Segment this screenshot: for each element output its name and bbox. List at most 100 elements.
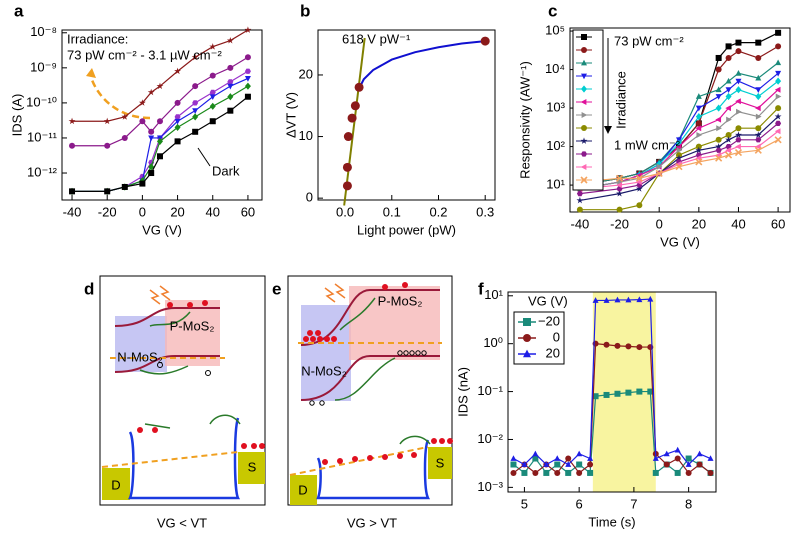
point (174, 118, 181, 125)
point (695, 155, 702, 162)
x-axis-label: Time (s) (588, 514, 635, 529)
annotation: Irradiance: (67, 31, 128, 46)
point (715, 66, 722, 73)
point (774, 113, 782, 120)
arrow (139, 365, 189, 375)
point (587, 461, 594, 468)
carrier (403, 350, 409, 356)
point (227, 64, 234, 71)
point (139, 118, 146, 125)
point (725, 131, 732, 138)
legend-label: 20 (546, 345, 560, 360)
point (192, 113, 199, 121)
x-tick-label: 0.3 (476, 204, 494, 219)
point (755, 113, 762, 120)
panel-label: e (272, 279, 281, 298)
point (614, 342, 621, 349)
point (350, 101, 360, 111)
y-tick-label: 10⁻² (477, 431, 503, 446)
carrier (352, 456, 358, 462)
point (725, 136, 732, 143)
point (576, 469, 583, 476)
point (635, 174, 643, 182)
point (775, 105, 782, 112)
carrier (259, 443, 265, 449)
carrier (382, 284, 388, 290)
carrier (409, 350, 415, 356)
arrowhead (604, 126, 612, 134)
point (209, 72, 216, 79)
point (775, 93, 782, 100)
point (603, 297, 610, 303)
y-tick-label: 10⁵ (545, 22, 565, 37)
point (755, 39, 762, 46)
y-tick-label: 10³ (546, 100, 565, 115)
legend-marker (580, 164, 587, 170)
point (695, 105, 702, 112)
point (663, 461, 670, 468)
point (521, 469, 528, 476)
source (428, 447, 452, 479)
x-tick-label: -40 (571, 216, 590, 231)
chart-c: c -40 -20 0 20 40 60 10¹ 10² 10³ 10⁴ 10⁵ VG (V) Respo… (517, 1, 791, 249)
panel-label: f (478, 279, 484, 298)
point (636, 179, 642, 186)
point (775, 59, 782, 66)
p-label: P-MoS₂ (170, 318, 215, 333)
point (603, 341, 610, 348)
carrier (317, 336, 323, 342)
point (754, 143, 761, 150)
x-tick-label: -20 (610, 216, 629, 231)
source-label: S (248, 459, 257, 474)
point (735, 131, 742, 138)
point (754, 146, 762, 154)
point (685, 455, 692, 462)
point (576, 206, 583, 213)
point (725, 105, 731, 112)
carrier (310, 336, 316, 342)
band (300, 289, 440, 346)
point (565, 469, 572, 476)
legend-title: VG (V) (528, 293, 568, 308)
band (300, 355, 440, 401)
point (148, 128, 155, 135)
carrier (324, 336, 330, 342)
point (685, 461, 692, 467)
point (244, 93, 251, 100)
point (592, 297, 599, 303)
plot-frame (569, 27, 791, 213)
point (148, 135, 155, 142)
point (715, 86, 722, 93)
point (227, 83, 234, 90)
arrow (144, 423, 171, 429)
x-tick-label: 0.0 (336, 204, 354, 219)
point (138, 99, 146, 106)
x-tick-label: 7 (630, 496, 637, 511)
fermi-level (289, 446, 429, 476)
point (735, 137, 742, 143)
point (647, 388, 654, 395)
annotation: 73 pW cm⁻² (614, 33, 684, 48)
x-tick-label: 60 (241, 204, 255, 219)
point (174, 114, 181, 120)
legend-box (572, 29, 604, 191)
point (521, 461, 528, 467)
point (121, 134, 128, 141)
point (636, 388, 643, 395)
y-tick-label: 10² (546, 138, 565, 153)
point (636, 344, 643, 351)
point (726, 116, 732, 123)
point (532, 455, 539, 462)
point (104, 188, 111, 195)
y-tick-label: 0 (306, 190, 313, 205)
point (587, 469, 594, 476)
diagram-e: e P-MoS₂ N-MoS₂ D S VG > VT (272, 275, 453, 530)
point (676, 147, 683, 154)
point (734, 148, 743, 157)
point (227, 107, 234, 114)
point (775, 120, 782, 126)
point (148, 170, 155, 177)
carrier (447, 438, 453, 444)
point (121, 183, 128, 190)
point (342, 181, 352, 191)
